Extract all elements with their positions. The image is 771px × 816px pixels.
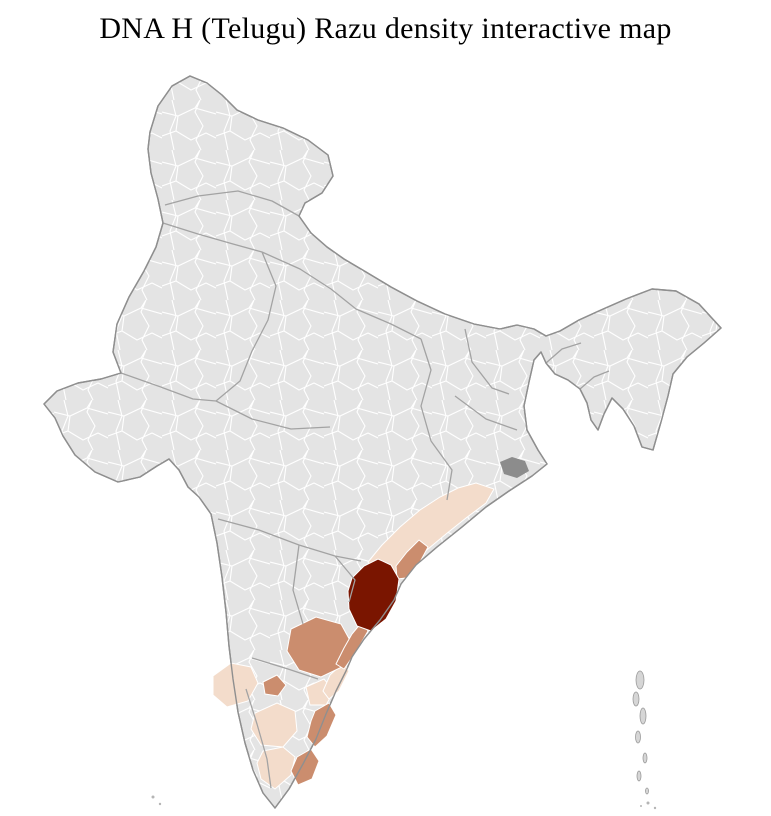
- district-low[interactable]: [250, 702, 298, 748]
- small-islets: [151, 795, 657, 810]
- delta-region: [500, 457, 529, 478]
- districts-medium-density[interactable]: [262, 539, 429, 786]
- districts-low-density[interactable]: [212, 482, 495, 790]
- district-medium[interactable]: [262, 674, 287, 697]
- andaman-nicobar-islands: [632, 670, 649, 795]
- district-borders-texture: [44, 76, 721, 808]
- district-high-density-core[interactable]: [347, 558, 400, 632]
- district-low[interactable]: [212, 662, 259, 708]
- map-title: DNA H (Telugu) Razu density interactive …: [99, 12, 672, 45]
- state-borders: [120, 190, 610, 789]
- india-outline: [43, 75, 722, 809]
